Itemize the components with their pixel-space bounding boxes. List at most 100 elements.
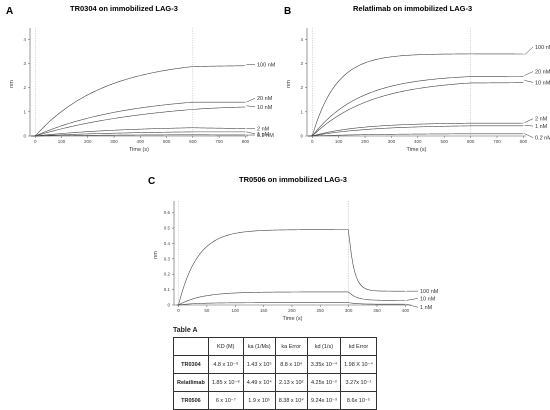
panel-c-series-line — [176, 291, 406, 306]
panel-a-series-arrow — [246, 105, 256, 108]
panel-b-series-label: 2 nM — [535, 117, 548, 123]
panel-a-series-label: 0.2 nM — [257, 133, 274, 139]
panel-c-x-tick-label: 200 — [288, 308, 296, 313]
panel-a-series-label: 20 nM — [257, 96, 273, 102]
panel-b-series-arrow — [524, 71, 534, 76]
panel-b-x-tick-label: 800 — [520, 139, 528, 144]
panel-b-y-tick-label: 2 — [300, 85, 303, 90]
panel-b-series-arrow — [524, 124, 534, 127]
panel-b-series-line — [308, 122, 524, 137]
panel-a-series-label: 100 nM — [257, 63, 276, 69]
table-header-ka: ka (1/Ms) — [242, 337, 276, 356]
panel-c-title: TR0506 on immobilized LAG-3 — [239, 175, 347, 184]
panel-b-x-tick-label: 300 — [388, 139, 396, 144]
panel-c-x-tick-label: 50 — [204, 308, 210, 313]
panel-c-series-arrow — [406, 303, 419, 308]
panel-c-series-label: 10 nM — [420, 296, 436, 302]
panel-a-series-line — [31, 106, 246, 137]
panel-c-x-tick-label: 400 — [402, 308, 410, 313]
panel-b-title: Relatlimab on immobilized LAG-3 — [353, 4, 472, 13]
panel-c-y-tick-label: 0 — [167, 303, 170, 308]
table-cell: 8.8 x 10⁴ — [274, 355, 308, 374]
panel-c-x-tick-label: 350 — [373, 308, 381, 313]
table-cell: 3.35x 10⁻⁴ — [306, 355, 342, 374]
table-cell: 1.85 x 10⁻⁸ — [207, 373, 244, 392]
panel-a-y-tick-label: 1 — [23, 109, 26, 114]
panel-a-series-line — [31, 65, 246, 137]
table-header-row: KD (M) ka (1/Ms) ka Error kd (1/s) kd Er… — [173, 337, 377, 356]
table-cell: 6 x 10⁻⁷ — [207, 391, 244, 410]
panel-a-series-line — [31, 127, 246, 137]
panel-c-y-tick-label: 0.2 — [164, 272, 171, 277]
panel-c-x-tick-label: 100 — [231, 308, 239, 313]
panel-c-y-tick-label: 0.5 — [164, 226, 171, 231]
panel-a-label: A — [6, 6, 13, 17]
panel-b-series-arrow — [524, 80, 534, 83]
panel-a-series-line — [31, 134, 246, 137]
table-header-kd: KD (M) — [207, 337, 244, 356]
panel-c-x-tick-label: 250 — [317, 308, 325, 313]
panel-b-series-label: 20 nM — [535, 70, 550, 76]
panel-a-x-tick-label: 0 — [34, 139, 37, 144]
panel-c-series-arrow — [406, 298, 419, 301]
panel-a-series-label: 2 nM — [257, 127, 270, 133]
panel-a-series-arrow — [246, 131, 256, 135]
table-cell: 2.13 x 10² — [274, 373, 308, 392]
panel-a-series-line — [31, 101, 246, 137]
table-row: TR0506 6 x 10⁻⁷ 1.9 x 10⁵ 8.38 x 10⁴ 9.2… — [173, 391, 377, 410]
table-cell: 8.38 x 10⁴ — [274, 391, 308, 410]
panel-b-y-tick-label: 4 — [300, 37, 303, 42]
panel-b-x-tick-label: 200 — [361, 139, 369, 144]
panel-b-series-line — [308, 76, 524, 137]
panel-b-x-tick-label: 500 — [440, 139, 448, 144]
panel-b-series-label: 100 nM — [535, 45, 550, 51]
table-cell: 3.27x 10⁻¹ — [340, 373, 377, 392]
panel-b-series-label: 0.2 nM — [535, 136, 550, 142]
panel-a-series-line — [31, 131, 246, 137]
table-cell: 8.6x 10⁻⁵ — [340, 391, 377, 410]
table-header-corner — [173, 337, 209, 356]
table-cell: 1.43 x 10⁵ — [242, 355, 276, 374]
table-cell: 1.9 x 10⁵ — [242, 391, 276, 410]
panel-a-series-label: 1 nM — [257, 132, 270, 138]
panel-c-y-axis-label: nm — [153, 251, 159, 259]
table-cell: Relatlimab — [173, 373, 209, 392]
panel-b-series-label: 10 nM — [535, 80, 550, 86]
table-cell: 9.24x 10⁻³ — [306, 391, 342, 410]
panel-a-y-tick-label: 3 — [23, 61, 26, 66]
panel-c-y-tick-label: 0.6 — [164, 210, 171, 215]
panel-a-x-tick-label: 200 — [84, 139, 92, 144]
panel-c-series-label: 100 nM — [420, 289, 439, 295]
panel-a-y-tick-label: 2 — [23, 85, 26, 90]
panel-c-label: C — [148, 176, 155, 187]
panel-a-y-axis-label: nm — [9, 80, 15, 88]
panel-a-x-tick-label: 100 — [58, 139, 66, 144]
panel-c-series-line — [176, 302, 406, 306]
table-cell: TR0304 — [173, 355, 209, 374]
table-row: Relatlimab 1.85 x 10⁻⁸ 4.49 x 10⁴ 2.13 x… — [173, 373, 377, 392]
panel-a-y-tick-label: 0 — [23, 134, 26, 139]
panel-c-y-tick-label: 0.4 — [164, 241, 171, 246]
panel-a-series-label: 10 nM — [257, 105, 273, 111]
table-header-ka-error: ka Error — [274, 337, 308, 356]
panel-b-series-label: 1 nM — [535, 124, 548, 130]
panel-b-y-tick-label: 1 — [300, 109, 303, 114]
panel-c-x-tick-label: 150 — [260, 308, 268, 313]
panel-c-y-tick-label: 0.1 — [164, 287, 171, 292]
panel-a-x-tick-label: 400 — [137, 139, 145, 144]
table-cell: 1.98 X 10⁻⁴ — [340, 355, 377, 374]
panel-a-title: TR0304 on immobilized LAG-3 — [70, 4, 178, 13]
panel-b-series-line — [308, 125, 524, 137]
panel-a-x-tick-label: 700 — [215, 139, 223, 144]
panel-a-series-arrow — [246, 97, 256, 103]
table-header-kd-error: kd Error — [340, 337, 377, 356]
panel-a-y-tick-label: 4 — [23, 37, 26, 42]
panel-b-x-tick-label: 600 — [467, 139, 475, 144]
panel-b-x-tick-label: 100 — [335, 139, 343, 144]
kinetics-table: KD (M) ka (1/Ms) ka Error kd (1/s) kd Er… — [173, 337, 377, 410]
panel-c-series-line — [176, 229, 406, 306]
panel-b-x-axis-label: Time (s) — [407, 147, 427, 153]
table-header-kdis: kd (1/s) — [306, 337, 342, 356]
panel-b-series-arrow — [524, 133, 534, 138]
